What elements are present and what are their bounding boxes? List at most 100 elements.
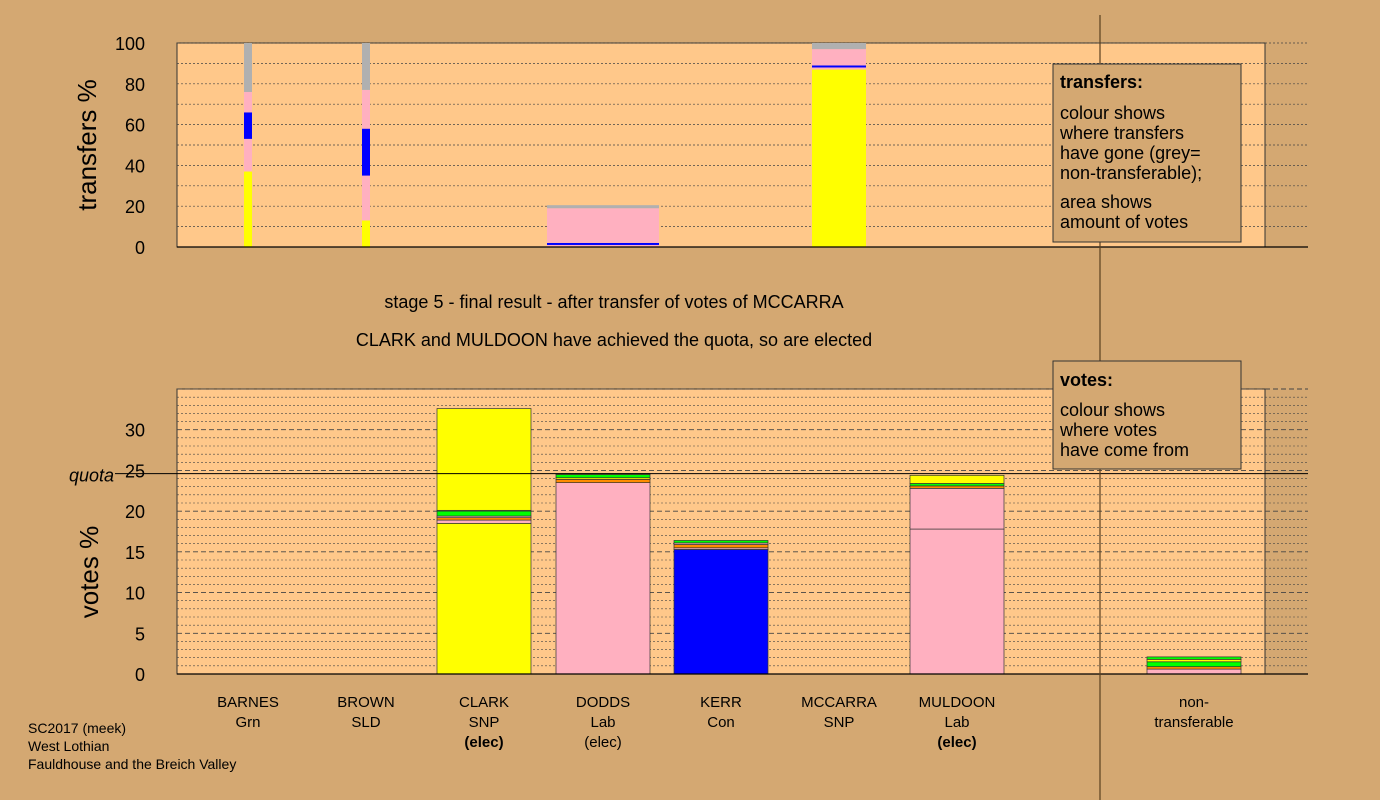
vote-segment xyxy=(1146,656,1242,660)
candidate-status: (elec) xyxy=(937,734,976,751)
vote-segment xyxy=(436,523,532,675)
transfers-legend-line: amount of votes xyxy=(1060,212,1188,232)
transfer-segment xyxy=(547,208,659,243)
votes-legend-line: colour shows xyxy=(1060,400,1165,420)
transfer-segment xyxy=(362,89,370,129)
stage-title: stage 5 - final result - after transfer … xyxy=(384,292,843,312)
candidate-labels: BARNES Grn BROWN SLD CLARK SNP (elec) DODDS Lab (… xyxy=(217,694,995,751)
transfer-segment xyxy=(244,112,252,139)
transfer-segment xyxy=(362,220,370,247)
footer-line: West Lothian xyxy=(28,738,109,754)
vote-segment xyxy=(909,528,1005,675)
vote-segment xyxy=(673,540,769,544)
transfer-segment xyxy=(812,43,866,50)
vote-segment xyxy=(1146,668,1242,675)
y-tick-label: 0 xyxy=(135,665,145,685)
transfers-legend-line: non-transferable); xyxy=(1060,163,1202,183)
candidate-status: (elec) xyxy=(464,734,503,751)
candidate-party: Con xyxy=(707,714,735,731)
vote-segment xyxy=(909,483,1005,487)
transfer-segment xyxy=(244,171,252,247)
votes-y-axis-label: votes % xyxy=(74,526,104,619)
transfers-legend-line: area shows xyxy=(1060,192,1152,212)
transfers-legend: transfers: colour shows where transfers … xyxy=(1052,63,1242,243)
nontransferable-label: non- xyxy=(1179,694,1209,711)
vote-segment xyxy=(1146,658,1242,663)
transfer-segment xyxy=(362,175,370,221)
y-tick-label: 20 xyxy=(125,502,145,522)
vote-segment xyxy=(1146,661,1242,668)
candidate-name: MCCARRA xyxy=(801,694,877,711)
y-tick-label: 30 xyxy=(125,421,145,441)
quota-label: quota xyxy=(69,466,114,486)
transfer-segment xyxy=(812,49,866,66)
votes-y-ticks: 0 5 10 15 20 25 30 xyxy=(125,421,145,685)
votes-legend-title: votes: xyxy=(1060,370,1113,390)
transfer-segment xyxy=(547,242,659,245)
transfers-bars xyxy=(244,43,866,248)
candidate-party: SNP xyxy=(469,714,500,731)
footer-line: SC2017 (meek) xyxy=(28,720,126,736)
transfer-segment xyxy=(812,65,866,68)
candidate-name: DODDS xyxy=(576,694,630,711)
vote-segment xyxy=(909,487,1005,530)
y-tick-label: 40 xyxy=(125,156,145,176)
vote-segment xyxy=(1146,666,1242,670)
y-tick-label: 25 xyxy=(125,461,145,481)
transfer-segment xyxy=(244,138,252,172)
vote-segment xyxy=(555,479,651,483)
candidate-status: (elec) xyxy=(584,734,622,751)
transfer-segment xyxy=(244,91,252,113)
transfers-legend-line: colour shows xyxy=(1060,103,1165,123)
transfer-segment xyxy=(362,43,370,90)
votes-bars xyxy=(436,408,1242,675)
votes-legend-box xyxy=(1052,360,1242,470)
transfer-segment xyxy=(812,67,866,70)
candidate-name: CLARK xyxy=(459,694,509,711)
y-tick-label: 5 xyxy=(135,624,145,644)
y-tick-label: 80 xyxy=(125,75,145,95)
votes-legend-line: where votes xyxy=(1059,420,1157,440)
candidate-party: Grn xyxy=(235,714,260,731)
footer-line: Fauldhouse and the Breich Valley xyxy=(28,756,236,772)
votes-legend: votes: colour shows where votes have com… xyxy=(1052,360,1242,470)
candidate-party: Lab xyxy=(944,714,969,731)
transfer-segment xyxy=(812,69,866,248)
vote-segment xyxy=(555,474,651,479)
y-tick-label: 15 xyxy=(125,543,145,563)
candidate-name: MULDOON xyxy=(919,694,996,711)
transfers-legend-line: where transfers xyxy=(1059,123,1184,143)
vote-segment xyxy=(436,510,532,517)
vote-segment xyxy=(436,408,532,511)
y-tick-label: 20 xyxy=(125,197,145,217)
y-tick-label: 60 xyxy=(125,116,145,136)
candidate-name: KERR xyxy=(700,694,742,711)
nontransferable-label: transferable xyxy=(1154,714,1233,731)
vote-segment xyxy=(909,474,1005,484)
candidate-name: BROWN xyxy=(337,694,395,711)
transfer-segment xyxy=(547,205,659,209)
candidate-party: Lab xyxy=(590,714,615,731)
transfers-y-axis-label: transfers % xyxy=(72,79,102,211)
transfers-y-ticks: 0 20 40 60 80 100 xyxy=(115,34,145,258)
transfer-segment xyxy=(362,128,370,176)
y-tick-label: 100 xyxy=(115,34,145,54)
transfers-legend-box xyxy=(1052,63,1242,243)
y-tick-label: 0 xyxy=(135,238,145,258)
vote-segment xyxy=(555,482,651,675)
candidate-party: SNP xyxy=(824,714,855,731)
votes-legend-line: have come from xyxy=(1060,440,1189,460)
candidate-name: BARNES xyxy=(217,694,279,711)
transfer-segment xyxy=(547,244,659,247)
vote-segment xyxy=(673,549,769,675)
transfer-segment xyxy=(244,43,252,92)
vote-segment xyxy=(909,485,1005,489)
vote-segment xyxy=(673,544,769,549)
vote-segment xyxy=(436,519,532,524)
vote-segment xyxy=(436,517,532,521)
y-tick-label: 10 xyxy=(125,584,145,604)
stage-subtitle: CLARK and MULDOON have achieved the quot… xyxy=(356,330,872,350)
candidate-party: SLD xyxy=(351,714,380,731)
transfers-legend-line: have gone (grey= xyxy=(1060,143,1201,163)
